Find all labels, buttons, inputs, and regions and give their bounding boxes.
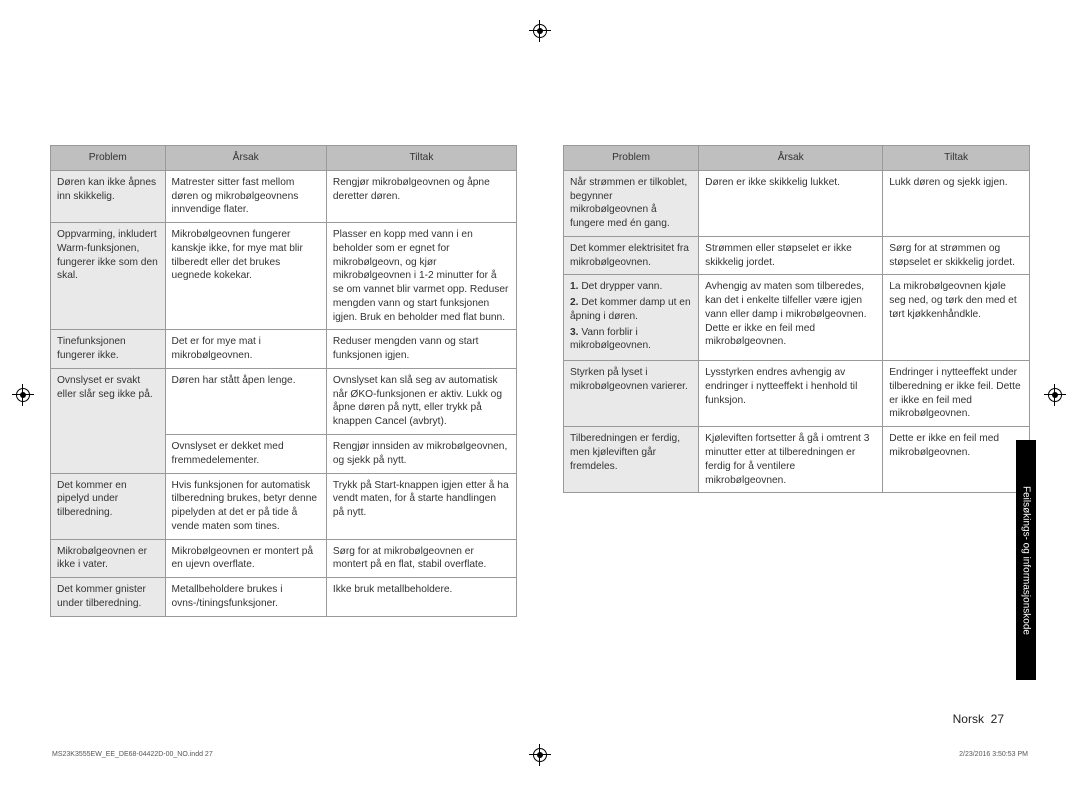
col-problem: Problem xyxy=(564,146,699,171)
side-tab-label: Feilsøkings- og informasjonskode xyxy=(1021,486,1032,635)
cell-action: Sørg for at strømmen og støpselet er ski… xyxy=(883,236,1030,275)
cell-problem: Tinefunksjonen fungerer ikke. xyxy=(51,330,166,369)
table-row: Styrken på lyset i mikrobølgeovnen varie… xyxy=(564,361,1030,427)
cell-action: Rengjør mikrobølgeovnen og åpne deretter… xyxy=(326,170,516,222)
table-row: Ovnslyset er svakt eller slår seg ikke p… xyxy=(51,368,517,434)
footer-lang: Norsk xyxy=(953,712,984,726)
table-row: Tinefunksjonen fungerer ikke.Det er for … xyxy=(51,330,517,369)
cell-problem: Tilberedningen er ferdig, men kjølevifte… xyxy=(564,427,699,493)
cell-problem: Det kommer elektrisitet fra mikrobølgeov… xyxy=(564,236,699,275)
cell-action: Ovnslyset kan slå seg av automatisk når … xyxy=(326,368,516,434)
troubleshoot-table-left: Problem Årsak Tiltak Døren kan ikke åpne… xyxy=(50,145,517,617)
table-header-row: Problem Årsak Tiltak xyxy=(564,146,1030,171)
cell-cause: Metallbeholdere brukes i ovns-/tiningsfu… xyxy=(165,578,326,617)
cell-problem: Ovnslyset er svakt eller slår seg ikke p… xyxy=(51,368,166,473)
cell-action: Reduser mengden vann og start funksjonen… xyxy=(326,330,516,369)
footer-timestamp: 2/23/2016 3:50:53 PM xyxy=(959,751,1028,758)
right-table-col: Problem Årsak Tiltak Når strømmen er til… xyxy=(563,145,1030,617)
col-cause: Årsak xyxy=(699,146,883,171)
tables-container: Problem Årsak Tiltak Døren kan ikke åpne… xyxy=(50,145,1030,617)
col-action: Tiltak xyxy=(883,146,1030,171)
cell-action: Trykk på Start-knappen igjen etter å ha … xyxy=(326,473,516,539)
cell-problem: Styrken på lyset i mikrobølgeovnen varie… xyxy=(564,361,699,427)
table-row: Når strømmen er tilkoblet, begynner mikr… xyxy=(564,170,1030,236)
cell-cause: Det er for mye mat i mikrobølgeovnen. xyxy=(165,330,326,369)
table-row: Tilberedningen er ferdig, men kjølevifte… xyxy=(564,427,1030,493)
left-table-col: Problem Årsak Tiltak Døren kan ikke åpne… xyxy=(50,145,517,617)
table-row: Det kommer gnister under tilberedning.Me… xyxy=(51,578,517,617)
footer-page-num: 27 xyxy=(991,712,1004,726)
cell-problem: Døren kan ikke åpnes inn skikkelig. xyxy=(51,170,166,222)
cell-problem: Mikrobølgeovnen er ikke i vater. xyxy=(51,539,166,578)
troubleshoot-table-right: Problem Årsak Tiltak Når strømmen er til… xyxy=(563,145,1030,493)
cell-cause: Matrester sitter fast mellom døren og mi… xyxy=(165,170,326,222)
cell-action: Ikke bruk metallbeholdere. xyxy=(326,578,516,617)
table-row: Mikrobølgeovnen er ikke i vater.Mikrobøl… xyxy=(51,539,517,578)
col-cause: Årsak xyxy=(165,146,326,171)
cell-action: Endringer i nytteeffekt under tilberedni… xyxy=(883,361,1030,427)
cell-action: Sørg for at mikrobølgeovnen er montert p… xyxy=(326,539,516,578)
cell-problem: Oppvarming, inkludert Warm-funksjonen, f… xyxy=(51,223,166,330)
cell-cause: Strømmen eller støpselet er ikke skikkel… xyxy=(699,236,883,275)
cell-cause: Lysstyrken endres avhengig av endringer … xyxy=(699,361,883,427)
table-row: Det kommer en pipelyd under tilberedning… xyxy=(51,473,517,539)
cell-cause: Ovnslyset er dekket med fremmedelementer… xyxy=(165,435,326,474)
cell-action: Plasser en kopp med vann i en beholder s… xyxy=(326,223,516,330)
cell-cause: Avhengig av maten som tilberedes, kan de… xyxy=(699,275,883,361)
cell-cause: Mikrobølgeovnen er montert på en ujevn o… xyxy=(165,539,326,578)
cell-action: Lukk døren og sjekk igjen. xyxy=(883,170,1030,236)
footer-file: MS23K3555EW_EE_DE68-04422D-00_NO.indd 27 xyxy=(52,751,213,758)
side-tab: Feilsøkings- og informasjonskode xyxy=(1016,440,1036,680)
cell-problem: Det kommer en pipelyd under tilberedning… xyxy=(51,473,166,539)
col-problem: Problem xyxy=(51,146,166,171)
cell-cause: Døren har stått åpen lenge. xyxy=(165,368,326,434)
table-header-row: Problem Årsak Tiltak xyxy=(51,146,517,171)
table-row: 1. Det drypper vann.2. Det kommer damp u… xyxy=(564,275,1030,361)
cell-action: Rengjør innsiden av mikrobølgeovnen, og … xyxy=(326,435,516,474)
cell-problem: Når strømmen er tilkoblet, begynner mikr… xyxy=(564,170,699,236)
page-footer: Norsk 27 xyxy=(953,712,1004,726)
cell-cause: Døren er ikke skikkelig lukket. xyxy=(699,170,883,236)
table-row: Det kommer elektrisitet fra mikrobølgeov… xyxy=(564,236,1030,275)
cell-cause: Mikrobølgeovnen fungerer kanskje ikke, f… xyxy=(165,223,326,330)
cell-problem: 1. Det drypper vann.2. Det kommer damp u… xyxy=(564,275,699,361)
table-row: Døren kan ikke åpnes inn skikkelig.Matre… xyxy=(51,170,517,222)
cell-problem: Det kommer gnister under tilberedning. xyxy=(51,578,166,617)
col-action: Tiltak xyxy=(326,146,516,171)
table-row: Oppvarming, inkludert Warm-funksjonen, f… xyxy=(51,223,517,330)
cell-cause: Kjøleviften fortsetter å gå i omtrent 3 … xyxy=(699,427,883,493)
cell-cause: Hvis funksjonen for automatisk tilberedn… xyxy=(165,473,326,539)
page: Problem Årsak Tiltak Døren kan ikke åpne… xyxy=(0,0,1080,788)
cell-action: La mikrobølgeovnen kjøle seg ned, og tør… xyxy=(883,275,1030,361)
cell-action: Dette er ikke en feil med mikrobølgeovne… xyxy=(883,427,1030,493)
